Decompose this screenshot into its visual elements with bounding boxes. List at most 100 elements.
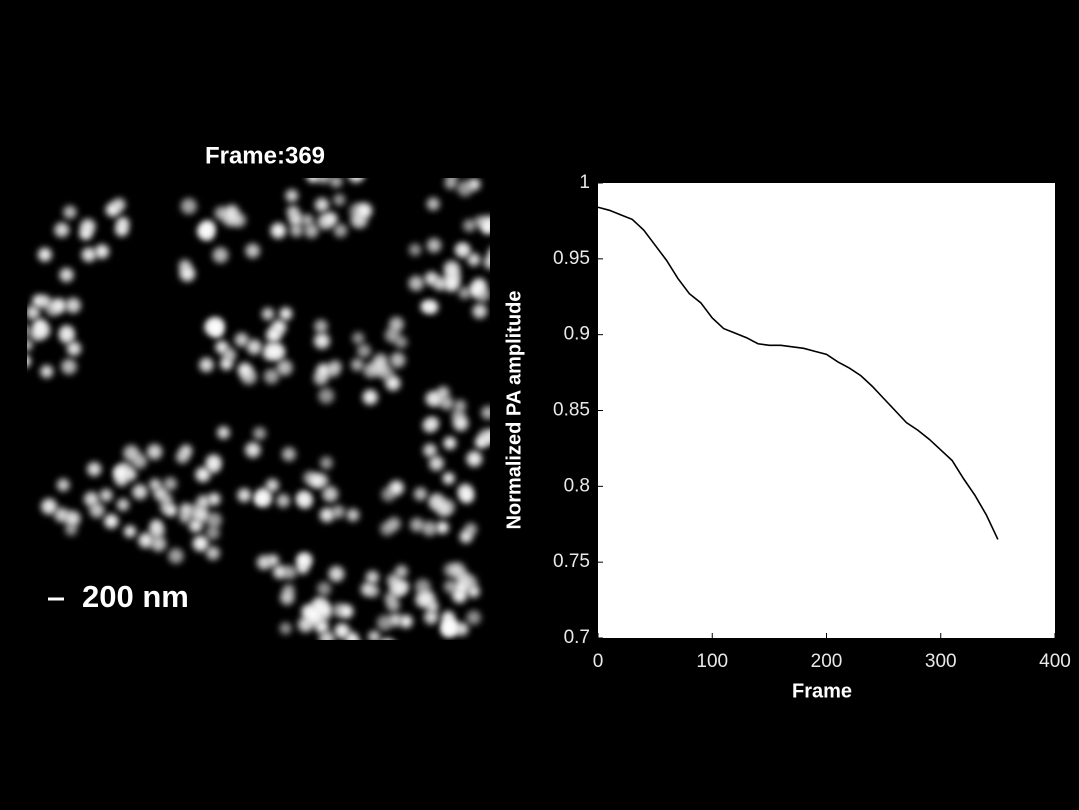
particle xyxy=(454,399,467,412)
particle xyxy=(132,484,148,500)
particle xyxy=(27,355,31,368)
particle xyxy=(425,391,441,407)
particle xyxy=(61,358,77,375)
x-tick-label: 100 xyxy=(696,651,728,672)
particle xyxy=(272,565,287,579)
particle xyxy=(27,305,40,320)
particle xyxy=(234,332,249,347)
particle xyxy=(357,343,372,358)
particle xyxy=(59,328,75,344)
particle xyxy=(314,319,328,334)
particle xyxy=(423,443,437,458)
particle xyxy=(194,507,210,523)
particle xyxy=(376,615,393,631)
particle xyxy=(346,508,360,522)
particle xyxy=(282,565,297,580)
particle xyxy=(237,488,252,503)
particle xyxy=(63,205,77,219)
particle xyxy=(319,631,335,640)
particle xyxy=(123,525,137,538)
particle xyxy=(380,521,395,536)
particle xyxy=(481,221,490,235)
particle xyxy=(297,492,313,509)
particle xyxy=(206,512,222,528)
particle xyxy=(303,470,317,485)
particle xyxy=(390,352,406,368)
particle xyxy=(347,637,359,640)
particle xyxy=(40,365,54,379)
particle xyxy=(65,297,81,314)
particle xyxy=(436,521,449,534)
particle xyxy=(104,514,119,529)
particle xyxy=(426,197,440,211)
particle xyxy=(478,428,490,445)
particle xyxy=(27,339,33,352)
particle xyxy=(408,243,422,256)
particle xyxy=(367,584,380,598)
particle xyxy=(163,477,177,491)
particle xyxy=(413,487,428,501)
particle xyxy=(332,603,347,618)
particle xyxy=(54,222,70,238)
particle xyxy=(394,335,408,349)
particle xyxy=(315,619,329,634)
image-title: Frame:369 xyxy=(205,142,325,169)
particle xyxy=(179,265,196,282)
particle xyxy=(206,546,220,561)
particle xyxy=(467,253,481,267)
particle xyxy=(116,498,130,511)
particle xyxy=(457,483,473,499)
y-tick-label: 0.85 xyxy=(553,400,590,421)
particle xyxy=(264,341,278,355)
particle xyxy=(65,523,78,536)
particle xyxy=(32,318,47,333)
particle xyxy=(276,359,293,376)
particle xyxy=(443,260,460,277)
particle xyxy=(394,565,408,579)
particle xyxy=(457,180,474,197)
particle xyxy=(422,418,437,433)
particle xyxy=(160,501,173,515)
particle xyxy=(362,389,378,405)
y-tick-label: 0.75 xyxy=(553,551,590,572)
particle xyxy=(436,386,450,399)
y-tick-label: 0.8 xyxy=(564,475,590,496)
particle xyxy=(408,275,424,291)
particle xyxy=(279,307,293,321)
particle xyxy=(285,189,299,203)
particle xyxy=(454,243,468,257)
particle xyxy=(385,375,401,391)
particle xyxy=(371,360,387,376)
particle xyxy=(267,554,280,567)
particle xyxy=(192,535,209,552)
x-axis-label: Frame xyxy=(792,680,852,702)
particle xyxy=(304,223,319,239)
particle xyxy=(440,621,457,637)
scale-bar-label: 200 nm xyxy=(82,579,189,614)
particle xyxy=(301,214,314,227)
particle xyxy=(472,303,488,319)
particle xyxy=(289,224,303,238)
particle xyxy=(365,570,379,584)
particle xyxy=(440,396,454,410)
y-tick-label: 0.9 xyxy=(564,324,590,345)
particle xyxy=(481,405,490,420)
particle xyxy=(443,562,458,578)
particle xyxy=(319,507,335,523)
particle xyxy=(328,566,345,582)
particle xyxy=(179,511,192,524)
particle xyxy=(314,197,329,212)
particle xyxy=(399,614,413,628)
particle xyxy=(112,198,126,212)
particle xyxy=(56,478,70,492)
particle xyxy=(81,247,97,263)
particle xyxy=(224,204,239,219)
particle xyxy=(37,247,52,262)
particle xyxy=(270,222,287,239)
y-tick-label: 1 xyxy=(579,172,590,193)
particle xyxy=(326,364,340,378)
particle xyxy=(333,193,346,206)
y-axis-label: Normalized PA amplitude xyxy=(503,291,525,530)
particle xyxy=(245,243,260,259)
particle xyxy=(215,340,229,354)
